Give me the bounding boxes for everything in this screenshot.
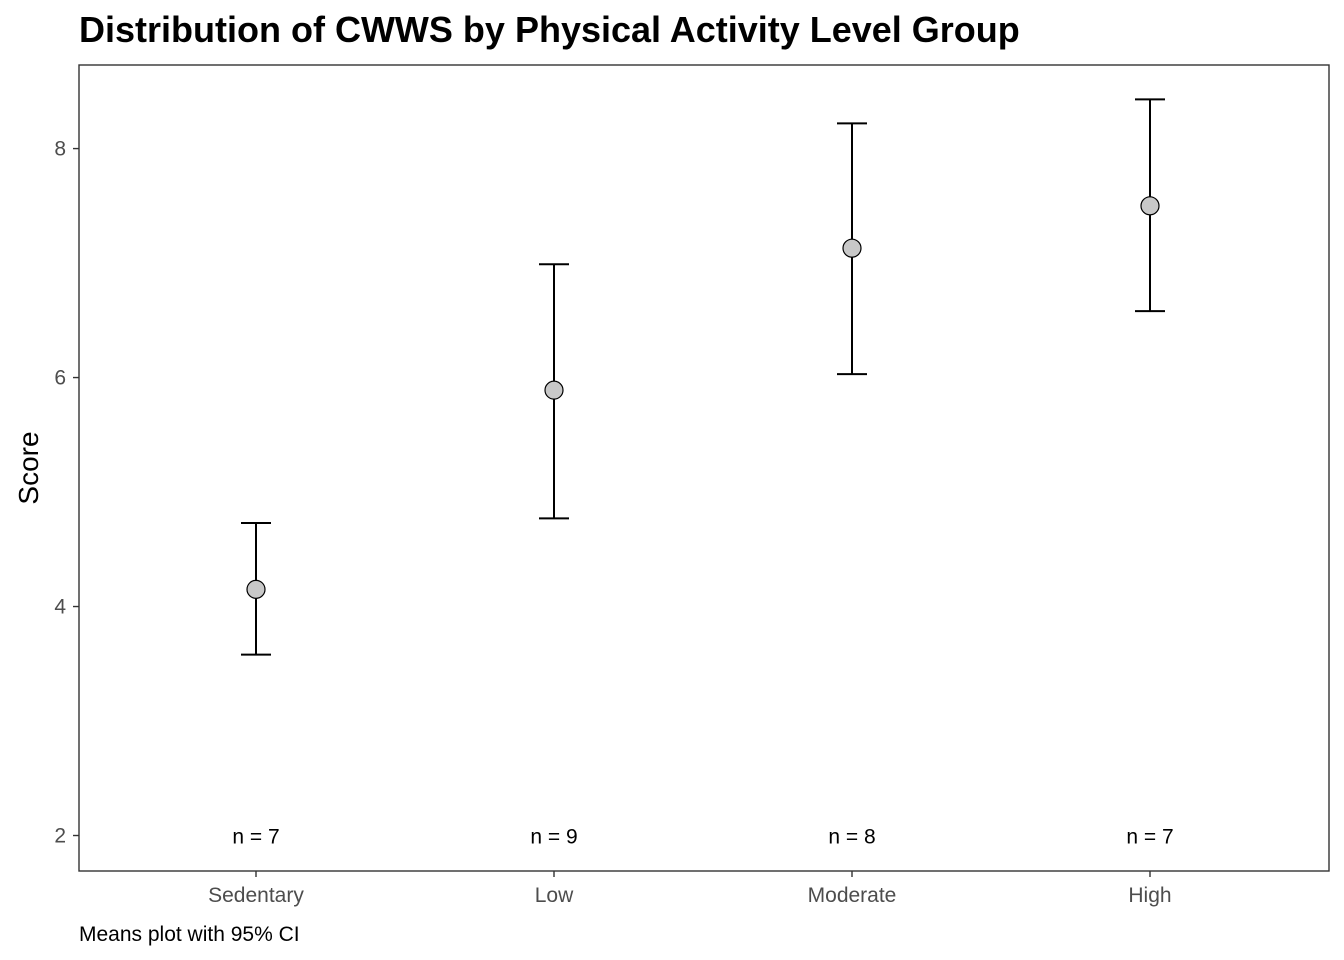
n-label: n = 7	[1126, 826, 1173, 849]
mean-points-group	[246, 196, 1160, 599]
y-tick-label: 4	[54, 596, 66, 619]
mean-point	[842, 238, 862, 258]
y-tick-label: 2	[54, 825, 66, 848]
chart-title: Distribution of CWWS by Physical Activit…	[79, 9, 1020, 50]
y-axis: 2 4 6 8	[54, 138, 79, 848]
n-label: n = 7	[232, 826, 279, 849]
n-label: n = 9	[530, 826, 577, 849]
mean-point	[544, 380, 564, 400]
x-axis: Sedentary Low Moderate High	[208, 871, 1172, 907]
mean-point	[1140, 196, 1160, 216]
chart-caption: Means plot with 95% CI	[79, 923, 300, 946]
mean-point	[246, 579, 266, 599]
x-tick-label: Sedentary	[208, 884, 304, 907]
x-tick-label: Low	[535, 884, 574, 907]
x-tick-label: High	[1128, 884, 1171, 907]
x-tick-label: Moderate	[808, 884, 897, 907]
n-label: n = 8	[828, 826, 875, 849]
plot-panel	[78, 64, 1330, 872]
y-axis-title: Score	[13, 431, 44, 504]
n-labels-group: n = 7 n = 9 n = 8 n = 7	[232, 826, 1173, 849]
y-tick-label: 6	[54, 367, 66, 390]
y-tick-label: 8	[54, 138, 66, 161]
